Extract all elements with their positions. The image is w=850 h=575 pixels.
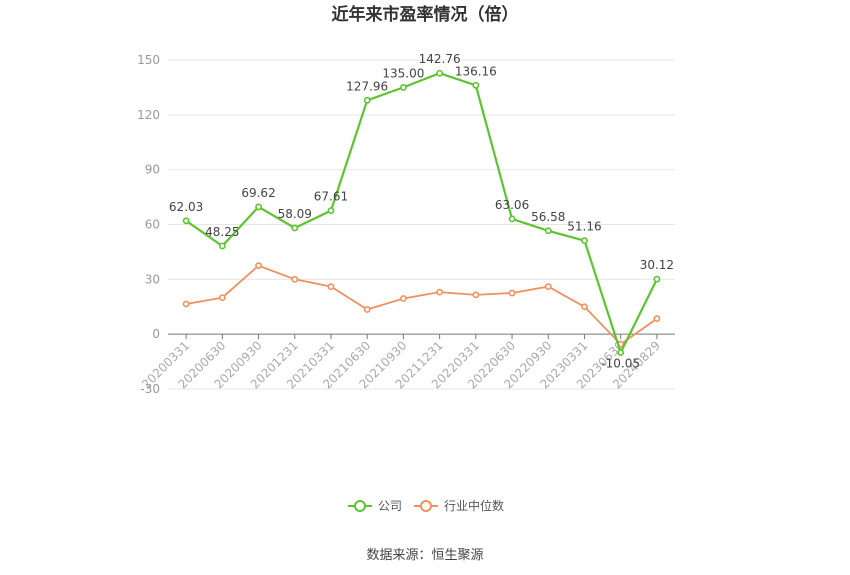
data-point (327, 283, 335, 291)
grid-lines (168, 59, 675, 390)
data-point (399, 295, 407, 302)
data-point (581, 303, 588, 311)
data-point (472, 81, 480, 89)
data-point (291, 224, 299, 232)
data-label: 142.76 (419, 52, 461, 66)
legend-label[interactable]: 公司 (378, 499, 402, 513)
data-point (581, 237, 588, 245)
y-tick-label: 60 (145, 218, 160, 232)
y-tick-label: 150 (137, 53, 160, 67)
legend-swatch-marker (420, 500, 432, 512)
data-point (218, 242, 226, 250)
data-label: 135.00 (382, 66, 424, 80)
series-line-0 (185, 72, 658, 356)
data-point (327, 207, 335, 214)
chart-title: 近年来市盈率情况（倍） (332, 4, 519, 25)
y-tick-label: 0 (152, 327, 160, 341)
x-axis: 2020033120200630202009302020123120210331… (139, 333, 675, 391)
data-point (218, 294, 226, 302)
data-label: 51.16 (567, 220, 601, 234)
data-point (544, 227, 552, 235)
y-tick-label: 30 (145, 272, 160, 286)
data-point (255, 203, 262, 211)
series-group (182, 69, 661, 356)
source-note: 数据来源：恒生聚源 (366, 548, 483, 563)
legend-swatch-marker (354, 500, 366, 512)
data-point (182, 217, 190, 225)
data-point (291, 275, 299, 283)
data-label: 62.03 (169, 200, 203, 214)
data-point (617, 349, 625, 356)
data-label: 30.12 (640, 258, 674, 272)
data-point (399, 84, 407, 91)
data-point (363, 306, 371, 313)
data-label: 58.09 (278, 207, 312, 221)
data-point (653, 275, 661, 283)
data-point (472, 291, 480, 299)
data-label: 48.25 (205, 225, 239, 239)
data-point (508, 289, 516, 297)
data-point (544, 283, 552, 291)
legend-label[interactable]: 行业中位数 (444, 498, 504, 513)
y-tick-label: -30 (140, 382, 160, 396)
data-point (653, 315, 661, 323)
data-label: 67.61 (314, 190, 348, 204)
data-label: 127.96 (346, 79, 388, 93)
data-point (508, 215, 516, 223)
data-label: 63.06 (495, 198, 529, 212)
data-point (182, 300, 190, 308)
data-point (363, 96, 371, 104)
data-label: -10.05 (601, 357, 640, 371)
data-point (436, 69, 444, 77)
data-point (255, 262, 262, 270)
legend[interactable]: 公司 行业中位数 (348, 498, 504, 513)
data-label: 136.16 (455, 64, 497, 78)
y-axis: 150 120 90 60 30 0 -30 (137, 53, 160, 396)
data-label: 56.58 (531, 210, 565, 224)
y-tick-label: 120 (137, 108, 160, 122)
data-label: 69.62 (241, 186, 275, 200)
data-point (436, 288, 444, 296)
y-tick-label: 90 (145, 163, 160, 177)
series-line-1 (185, 264, 658, 346)
